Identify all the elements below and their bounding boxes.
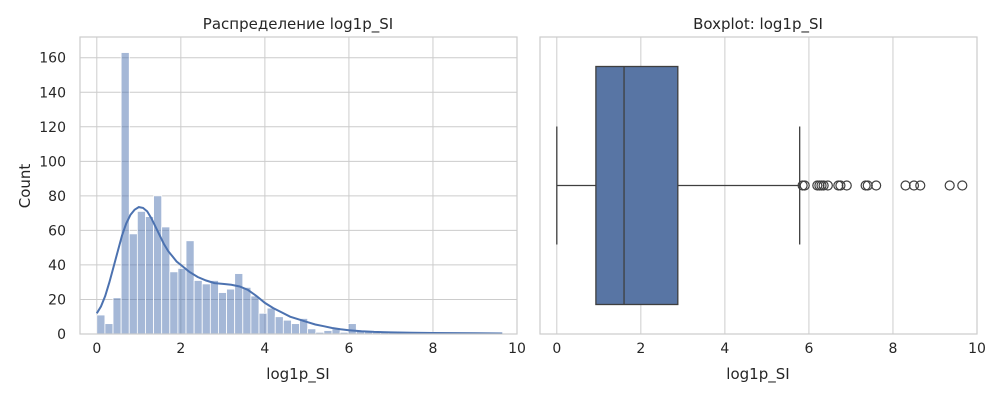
outlier-point bbox=[860, 180, 871, 191]
outlier-point bbox=[871, 180, 882, 191]
outlier-point bbox=[915, 180, 926, 191]
histogram-panel: 0 2 4 6 8 10 0 20 40 60 80 100 120 140 160 Распределе… bbox=[16, 15, 526, 384]
outlier-point bbox=[833, 180, 844, 191]
outlier-point bbox=[957, 180, 968, 191]
histogram-bar bbox=[96, 314, 106, 335]
histogram-bar bbox=[226, 288, 236, 335]
histogram-bar bbox=[209, 280, 219, 335]
histogram-bar bbox=[136, 211, 146, 335]
boxplot-marks bbox=[556, 65, 968, 306]
y-tick-label: 160 bbox=[39, 51, 66, 67]
kde-curve bbox=[95, 206, 503, 335]
histogram-bar bbox=[234, 273, 244, 335]
x-tick-label: 6 bbox=[804, 341, 813, 357]
histogram-y-label: Count bbox=[16, 164, 34, 209]
histogram-bar bbox=[291, 323, 300, 335]
histogram-bars bbox=[96, 52, 503, 335]
histogram-bar bbox=[153, 195, 163, 335]
outlier-point bbox=[799, 180, 810, 191]
y-tick-label: 60 bbox=[48, 223, 66, 239]
histogram-bar bbox=[104, 323, 114, 335]
histogram-bar bbox=[201, 283, 211, 335]
boxplot-x-label: log1p_SI bbox=[726, 365, 789, 384]
histogram-bar bbox=[120, 52, 130, 335]
histogram-bar bbox=[128, 233, 138, 335]
x-tick-label: 2 bbox=[176, 341, 185, 357]
outlier-point bbox=[835, 180, 846, 191]
histogram-frame bbox=[79, 36, 518, 335]
outlier-point bbox=[841, 180, 852, 191]
histogram-bar bbox=[145, 216, 154, 335]
outlier-point bbox=[900, 180, 911, 191]
outlier-point bbox=[862, 180, 873, 191]
histogram-x-label: log1p_SI bbox=[266, 365, 329, 384]
x-tick-label: 6 bbox=[344, 341, 353, 357]
histogram-bar bbox=[282, 319, 292, 335]
histogram-bar bbox=[169, 271, 179, 335]
outlier-point bbox=[908, 180, 920, 191]
y-tick-label: 140 bbox=[39, 85, 66, 101]
boxplot-x-ticks: 0 2 4 6 8 10 bbox=[552, 341, 986, 357]
x-tick-label: 8 bbox=[429, 341, 438, 357]
histogram-bar bbox=[307, 328, 317, 335]
x-tick-label: 10 bbox=[968, 341, 986, 357]
histogram-bar bbox=[274, 316, 284, 335]
histogram-bar bbox=[177, 267, 187, 335]
x-tick-label: 2 bbox=[636, 341, 645, 357]
y-tick-label: 20 bbox=[48, 292, 66, 308]
outlier-point bbox=[822, 180, 833, 191]
histogram-title: Распределение log1p_SI bbox=[203, 15, 393, 34]
y-tick-label: 0 bbox=[57, 327, 66, 343]
boxplot-panel: 0 2 4 6 8 10 Boxplot: log1p_SI log1p_SI bbox=[539, 15, 986, 384]
x-tick-label: 4 bbox=[720, 341, 729, 357]
y-tick-label: 80 bbox=[48, 189, 66, 205]
histogram-bar bbox=[185, 240, 195, 335]
histogram-bar bbox=[193, 280, 203, 335]
boxplot-title: Boxplot: log1p_SI bbox=[693, 15, 823, 34]
x-tick-label: 4 bbox=[260, 341, 269, 357]
histogram-x-ticks: 0 2 4 6 8 10 bbox=[92, 341, 526, 357]
histogram-y-ticks: 0 20 40 60 80 100 120 140 160 bbox=[39, 51, 66, 343]
histogram-bar bbox=[250, 295, 260, 335]
histogram-bar bbox=[266, 307, 276, 335]
y-tick-label: 120 bbox=[39, 120, 66, 136]
histogram-bar bbox=[218, 292, 227, 335]
x-tick-label: 8 bbox=[889, 341, 898, 357]
histogram-bar bbox=[258, 312, 268, 335]
outlier-point bbox=[818, 180, 829, 191]
histogram-bar bbox=[112, 297, 122, 335]
histogram-bar bbox=[347, 323, 357, 335]
outlier-point bbox=[944, 180, 955, 191]
x-tick-label: 0 bbox=[92, 341, 101, 357]
x-tick-label: 10 bbox=[508, 341, 526, 357]
iqr-box bbox=[595, 65, 679, 306]
y-tick-label: 40 bbox=[48, 258, 66, 274]
y-tick-label: 100 bbox=[39, 154, 66, 170]
boxplot-frame bbox=[539, 36, 978, 335]
histogram-bar bbox=[242, 286, 252, 335]
x-tick-label: 0 bbox=[552, 341, 561, 357]
